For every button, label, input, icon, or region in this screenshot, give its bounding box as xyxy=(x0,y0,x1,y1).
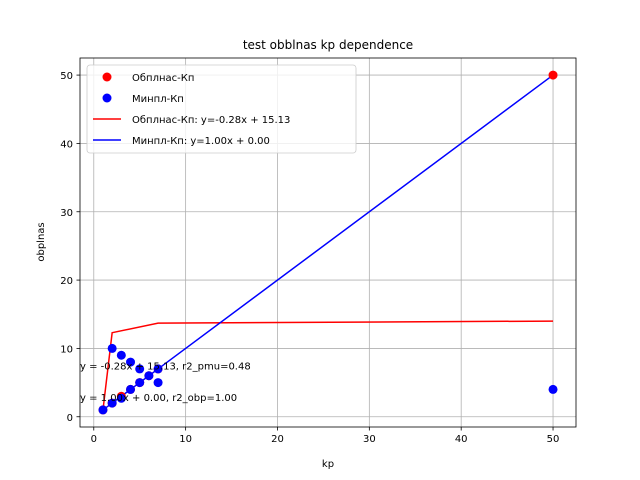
legend-label: Обплнас-Кп xyxy=(132,73,194,84)
x-tick-label: 30 xyxy=(363,434,376,445)
y-tick-label: 20 xyxy=(60,276,73,287)
legend-label: Минпл-Кп xyxy=(132,94,184,105)
x-tick-label: 50 xyxy=(547,434,560,445)
chart-title: test obblnas kp dependence xyxy=(243,38,413,52)
legend-marker xyxy=(102,72,112,82)
fit-annotation: y = 1.00x + 0.00, r2_obp=1.00 xyxy=(80,393,237,404)
ticks: 0 10 20 30 40 50 0 10 20 30 40 50 xyxy=(60,71,559,445)
scatter-point xyxy=(126,384,136,394)
scatter-point xyxy=(116,393,126,403)
y-tick-label: 10 xyxy=(60,344,73,355)
legend-box xyxy=(86,64,357,154)
scatter-point xyxy=(126,357,136,367)
scatter-point xyxy=(548,384,558,394)
y-tick-label: 50 xyxy=(60,71,73,82)
scatter-point xyxy=(153,364,163,374)
y-tick-label: 40 xyxy=(60,139,73,150)
scatter-point xyxy=(135,364,145,374)
scatter-point xyxy=(107,398,117,408)
scatter-point xyxy=(135,378,145,388)
series-layer xyxy=(98,70,558,415)
x-tick-label: 40 xyxy=(455,434,468,445)
scatter-point xyxy=(548,70,558,80)
scatter-point xyxy=(153,378,163,388)
x-axis-label: kp xyxy=(322,459,334,470)
scatter-point xyxy=(98,405,108,415)
annotations: y = -0.28x + 15.13, r2_pmu=0.48y = 1.00x… xyxy=(80,362,251,404)
y-axis-label: obplnas xyxy=(36,222,47,261)
fit-annotation: y = -0.28x + 15.13, r2_pmu=0.48 xyxy=(80,362,251,373)
legend: Обплнас-Кп Минпл-Кп Обплнас-Кп: y=-0.28x +… xyxy=(86,64,357,154)
legend-label: Обплнас-Кп: y=-0.28x + 15.13 xyxy=(132,115,290,126)
series-line xyxy=(102,320,554,411)
x-tick-label: 20 xyxy=(271,434,284,445)
y-tick-label: 30 xyxy=(60,208,73,219)
x-tick-label: 0 xyxy=(91,434,97,445)
y-tick-label: 0 xyxy=(67,413,73,424)
plot-frame xyxy=(79,57,577,428)
scatter-point xyxy=(107,343,117,353)
legend-label: Минпл-Кп: y=1.00x + 0.00 xyxy=(132,136,270,147)
legend-marker xyxy=(102,93,112,103)
scatter-point xyxy=(144,371,154,381)
x-tick-label: 10 xyxy=(179,434,192,445)
scatter-point xyxy=(116,350,126,360)
